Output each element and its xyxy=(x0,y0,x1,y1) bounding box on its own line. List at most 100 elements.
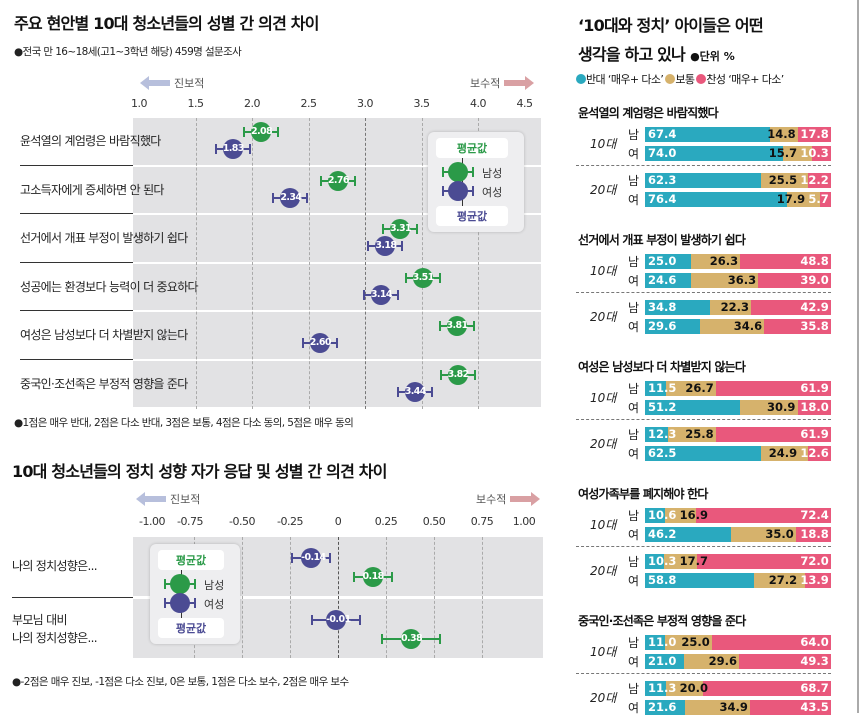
row-band xyxy=(133,263,541,310)
segment-neutral xyxy=(754,573,806,588)
segment-oppose xyxy=(645,319,701,334)
segment-value: 13.9 xyxy=(800,573,829,587)
segment-value: 25.0 xyxy=(681,635,710,649)
segment-oppose xyxy=(645,127,771,142)
gridline xyxy=(421,118,423,409)
progressive-label: 진보적 xyxy=(170,493,201,506)
female-point-errorcap-right xyxy=(401,241,404,251)
segment-value: 64.0 xyxy=(800,635,829,649)
stacked-bar: 67.4 14.8 17.8 xyxy=(645,127,831,142)
chart1-footnote: ●1점은 매우 반대, 2점은 다소 반대, 3점은 보통, 4점은 다소 동의… xyxy=(14,417,354,429)
segment-neutral xyxy=(664,554,698,569)
male-point-errorcap-right xyxy=(438,634,441,644)
female-point-errorcap-left xyxy=(214,144,217,154)
arrow-left-icon xyxy=(140,76,170,90)
age-label: 20대 xyxy=(590,310,617,324)
segment-oppose xyxy=(645,446,762,461)
male-point-errorcap-left xyxy=(439,369,442,380)
chart1-title: 주요 현안별 10대 청소년들의 성별 간 의견 차이 xyxy=(14,14,319,33)
segment-value: 12.2 xyxy=(800,173,829,187)
segment-value: 42.9 xyxy=(800,300,829,314)
segment-value: 11.3 xyxy=(648,681,677,695)
segment-oppose xyxy=(645,273,691,288)
segment-oppose xyxy=(645,654,685,669)
sex-label: 남 xyxy=(628,255,640,269)
segment-value: 10.6 xyxy=(648,508,677,522)
stacked-bar: 24.6 36.3 39.0 xyxy=(645,273,831,288)
legend-dot-icon xyxy=(576,74,586,84)
segment-value: 21.6 xyxy=(648,700,677,714)
sex-label: 여 xyxy=(628,147,640,161)
age-divider xyxy=(576,673,831,674)
segment-agree xyxy=(739,654,831,669)
row-label: 고소득자에게 증세하면 안 된다 xyxy=(20,182,164,197)
segment-oppose xyxy=(645,427,668,442)
chart3-unit: ●단위 % xyxy=(690,50,735,63)
segment-value: 11.0 xyxy=(648,635,677,649)
female-point-errorcap-right xyxy=(359,615,362,625)
segment-agree xyxy=(758,273,831,288)
segment-agree xyxy=(807,446,831,461)
gridline xyxy=(195,118,197,409)
sex-label: 여 xyxy=(628,193,640,207)
segment-value: 5.7 xyxy=(808,192,829,206)
segment-agree xyxy=(808,173,831,188)
segment-value: 27.2 xyxy=(768,573,798,587)
legend-male-marker-errorcap-left xyxy=(442,167,444,177)
segment-neutral xyxy=(690,273,759,288)
segment-value: 34.6 xyxy=(733,319,763,333)
segment-neutral xyxy=(760,173,809,188)
female-point-errorcap-right xyxy=(306,192,309,203)
row-divider xyxy=(20,310,133,311)
segment-oppose xyxy=(645,681,667,696)
age-divider xyxy=(576,165,831,166)
x-tick-label: 4.5 xyxy=(516,97,534,110)
segment-agree xyxy=(764,319,831,334)
segment-value: 76.4 xyxy=(648,192,677,206)
male-point-errorcap-left xyxy=(319,175,322,186)
segment-value: 26.7 xyxy=(685,381,714,395)
chart3-title-line2: 생각을 하고 있나 xyxy=(578,45,686,64)
female-point: 3.14 xyxy=(370,284,392,305)
stacked-bar: 21.0 29.6 49.3 xyxy=(645,654,831,669)
female-point: -0.14 xyxy=(301,548,326,568)
segment-neutral xyxy=(782,146,812,161)
female-point-errorcap-left xyxy=(367,241,370,251)
sex-label: 여 xyxy=(628,320,640,334)
right-border xyxy=(857,0,859,713)
segment-value: 21.0 xyxy=(648,654,677,668)
segment-oppose xyxy=(645,573,755,588)
segment-value: 16.9 xyxy=(679,508,708,522)
female-point-errorcap-left xyxy=(396,386,399,397)
legend-item-neutral: 보통 xyxy=(665,73,695,86)
segment-oppose xyxy=(645,300,710,315)
legend-female-marker-errorcap-right xyxy=(194,598,196,608)
gridline xyxy=(386,537,387,658)
male-point: 2.76 xyxy=(327,170,350,191)
gridline xyxy=(308,118,310,409)
segment-value: 29.6 xyxy=(648,319,677,333)
stacked-bar: 21.6 34.9 43.5 xyxy=(645,700,831,715)
sex-label: 여 xyxy=(628,655,640,669)
gridline xyxy=(478,118,479,409)
segment-value: 34.9 xyxy=(719,700,748,714)
group-title: 중국인·조선족은 부정적 영향을 준다 xyxy=(578,614,746,628)
segment-value: 51.2 xyxy=(648,400,677,414)
female-point: 3.44 xyxy=(404,381,426,402)
segment-neutral xyxy=(667,427,716,442)
segment-oppose xyxy=(645,173,761,188)
segment-value: 46.2 xyxy=(648,527,677,541)
x-tick-label: -0.75 xyxy=(177,515,203,528)
segment-value: 14.8 xyxy=(767,127,796,141)
segment-oppose xyxy=(645,381,667,396)
male-point-errorcap-left xyxy=(380,634,383,644)
legend-male-label: 남성 xyxy=(482,167,503,180)
legend-female-marker-errorcap-left xyxy=(442,186,444,196)
arrow-left-icon xyxy=(136,492,166,506)
female-point-errorcap-right xyxy=(335,338,338,348)
segment-value: 67.4 xyxy=(648,127,677,141)
conservative-label: 보수적 xyxy=(476,493,507,506)
segment-neutral xyxy=(664,508,697,523)
segment-value: 68.7 xyxy=(800,681,829,695)
legend-dot-icon xyxy=(696,74,707,84)
